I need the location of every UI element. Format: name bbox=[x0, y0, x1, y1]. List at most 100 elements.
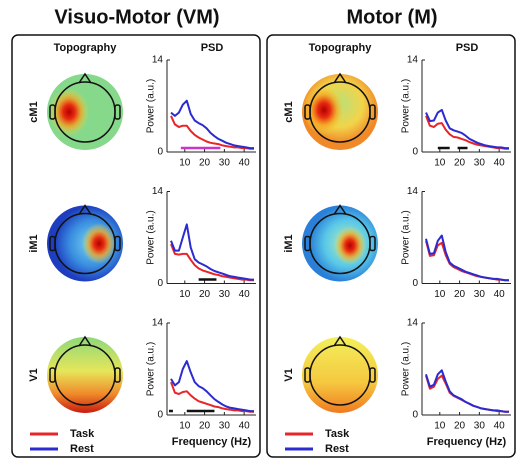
y-tick-label: 0 bbox=[157, 410, 163, 421]
panel-title: Motor (M) bbox=[346, 6, 437, 28]
x-tick-label: 40 bbox=[494, 289, 506, 300]
x-tick-label: 30 bbox=[474, 158, 486, 169]
topography bbox=[302, 204, 378, 282]
activation-spot bbox=[82, 223, 116, 264]
nose bbox=[333, 335, 347, 347]
x-axis-label: Frequency (Hz) bbox=[172, 436, 252, 448]
nose bbox=[78, 204, 92, 215]
x-tick-label: 30 bbox=[219, 158, 231, 169]
y-tick-label: 0 bbox=[157, 278, 163, 289]
psd-line bbox=[170, 99, 254, 150]
psd-line bbox=[425, 234, 509, 282]
psd-line bbox=[170, 381, 254, 413]
scalp-map bbox=[47, 337, 123, 413]
psd-line bbox=[425, 108, 509, 150]
nose bbox=[333, 204, 347, 215]
psd-chart: 0 14 10 20 30 40 Power (a.u.) bbox=[401, 55, 511, 169]
psd-chart: 0 14 10 20 30 40 Power (a.u.) bbox=[401, 186, 511, 300]
column-header: PSD bbox=[201, 42, 224, 54]
ear bbox=[114, 104, 121, 120]
panel-title: Visuo-Motor (VM) bbox=[54, 6, 219, 28]
y-axis-label: Power (a.u.) bbox=[146, 342, 157, 396]
x-tick-label: 10 bbox=[434, 421, 446, 432]
row-label: cM1 bbox=[283, 101, 295, 122]
x-tick-label: 20 bbox=[454, 158, 466, 169]
psd-line bbox=[425, 115, 509, 150]
topography bbox=[47, 204, 123, 282]
y-tick-label: 0 bbox=[412, 147, 418, 158]
scalp-map bbox=[302, 337, 378, 413]
x-tick-label: 10 bbox=[179, 289, 191, 300]
legend-label: Rest bbox=[70, 443, 94, 455]
row-label: iM1 bbox=[28, 234, 40, 252]
panel-frame bbox=[11, 34, 261, 458]
column-header: PSD bbox=[456, 42, 479, 54]
x-tick-label: 40 bbox=[239, 158, 251, 169]
x-tick-label: 30 bbox=[474, 289, 486, 300]
activation-spot bbox=[49, 88, 89, 136]
y-axis-label: Power (a.u.) bbox=[401, 79, 412, 133]
x-axis-label: Frequency (Hz) bbox=[427, 436, 507, 448]
y-tick-label: 14 bbox=[152, 55, 164, 66]
ear bbox=[369, 367, 376, 383]
ear bbox=[49, 235, 56, 252]
x-tick-label: 30 bbox=[219, 421, 231, 432]
row-label: V1 bbox=[283, 368, 295, 381]
psd-chart: 0 14 10 20 30 40 Power (a.u.) bbox=[146, 186, 256, 300]
column-header: Topography bbox=[54, 42, 118, 54]
y-tick-label: 0 bbox=[412, 410, 418, 421]
legend-label: Task bbox=[325, 428, 350, 440]
x-tick-label: 30 bbox=[474, 421, 486, 432]
y-tick-label: 14 bbox=[152, 186, 164, 197]
x-tick-label: 20 bbox=[199, 158, 211, 169]
x-tick-label: 20 bbox=[199, 289, 211, 300]
ear bbox=[114, 367, 121, 383]
topography bbox=[47, 72, 123, 150]
ear bbox=[304, 235, 311, 252]
x-tick-label: 20 bbox=[199, 421, 211, 432]
y-tick-label: 0 bbox=[412, 278, 418, 289]
y-tick-label: 14 bbox=[407, 55, 419, 66]
y-tick-label: 14 bbox=[407, 186, 419, 197]
figure-content: Visuo-Motor (VM) Topography PSD cM1 iM1 V1 Mot… bbox=[11, 6, 516, 458]
x-tick-label: 10 bbox=[179, 158, 191, 169]
ear bbox=[304, 104, 311, 120]
psd-line bbox=[425, 369, 509, 413]
x-tick-label: 20 bbox=[454, 421, 466, 432]
psd-chart: 0 14 10 20 30 40 Power (a.u.) Frequency (Hz) Tas… bbox=[285, 318, 511, 455]
legend-label: Task bbox=[70, 428, 95, 440]
column-header: Topography bbox=[309, 42, 373, 54]
panel-frame bbox=[266, 34, 516, 458]
x-tick-label: 30 bbox=[219, 289, 231, 300]
x-tick-label: 10 bbox=[179, 421, 191, 432]
x-tick-label: 40 bbox=[494, 421, 506, 432]
psd-line bbox=[170, 360, 254, 413]
topography bbox=[302, 335, 378, 413]
topography bbox=[302, 72, 378, 150]
ear bbox=[114, 235, 121, 252]
psd-line bbox=[425, 240, 509, 282]
activation-spot bbox=[334, 226, 366, 265]
x-tick-label: 40 bbox=[239, 421, 251, 432]
psd-chart: 0 14 10 20 30 40 Power (a.u.) Frequency (Hz) Tas… bbox=[30, 318, 256, 455]
x-tick-label: 10 bbox=[434, 158, 446, 169]
psd-line bbox=[425, 374, 509, 413]
ear bbox=[369, 104, 376, 120]
y-axis-label: Power (a.u.) bbox=[146, 210, 157, 264]
ear bbox=[49, 104, 56, 120]
psd-line bbox=[170, 243, 254, 282]
row-label: V1 bbox=[28, 368, 40, 381]
ear bbox=[369, 235, 376, 252]
nose bbox=[333, 72, 347, 84]
row-label: cM1 bbox=[28, 101, 40, 122]
y-tick-label: 0 bbox=[157, 147, 163, 158]
ear bbox=[49, 367, 56, 383]
x-tick-label: 10 bbox=[434, 289, 446, 300]
topography bbox=[47, 335, 123, 413]
nose bbox=[78, 335, 92, 347]
psd-chart: 0 14 10 20 30 40 Power (a.u.) bbox=[146, 55, 256, 169]
x-tick-label: 20 bbox=[454, 289, 466, 300]
y-axis-label: Power (a.u.) bbox=[401, 342, 412, 396]
nose bbox=[78, 72, 92, 84]
